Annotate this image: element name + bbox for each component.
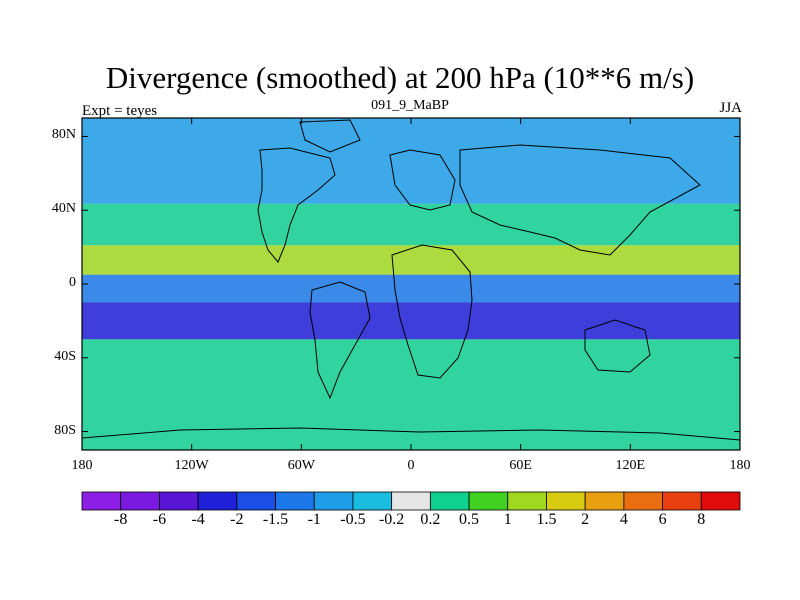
season-label: JJA: [719, 100, 742, 116]
europe-outline: [389, 149, 456, 211]
field-band: [82, 203, 740, 246]
colorbar-label: -2: [230, 511, 244, 528]
colorbar-swatch: [468, 491, 509, 511]
colorbar-swatch: [197, 491, 238, 511]
field-band: [82, 245, 740, 275]
field-band: [82, 118, 740, 204]
field-band: [82, 274, 740, 303]
greenland-outline: [299, 119, 361, 153]
australia-outline: [584, 319, 651, 373]
coastline-outlines: [82, 119, 740, 441]
north-america-outline: [257, 147, 336, 263]
colorbar-label: 8: [697, 511, 706, 528]
field-band: [82, 302, 740, 340]
colorbar-swatch: [546, 491, 586, 511]
chart-title: Divergence (smoothed) at 200 hPa (10**6 …: [105, 60, 695, 95]
colorbar-swatch: [120, 491, 160, 511]
colorbar-swatch: [159, 491, 199, 511]
colorbar-label: 4: [619, 511, 628, 528]
colorbar-swatch: [313, 491, 354, 511]
y-tick-label: 80N: [51, 127, 76, 143]
colorbar-label: 1: [503, 511, 512, 528]
map-area: [82, 118, 740, 450]
colorbar-label: 6: [658, 511, 667, 528]
africa-outline: [391, 244, 473, 379]
x-tick-label: 120E: [615, 458, 646, 473]
colorbar-swatch: [236, 491, 276, 511]
x-tick-label: 60W: [287, 458, 315, 473]
colorbar-swatch: [700, 491, 741, 511]
colorbar-label: -6: [152, 511, 167, 528]
colorbar-label: 2: [581, 511, 590, 528]
y-tick-label: 80S: [54, 422, 76, 438]
colorbar-swatch: [662, 491, 702, 511]
x-tick-label: 120W: [174, 458, 209, 473]
colorbar-label: 0.2: [420, 511, 441, 528]
colorbar-label: -1: [307, 511, 321, 528]
colorbar-swatch: [352, 491, 393, 511]
x-tick-label: 0: [407, 458, 415, 473]
colorbar-label: -4: [191, 511, 205, 528]
south-america-outline: [309, 281, 371, 400]
colorbar-swatch: [507, 491, 547, 511]
colorbar-swatch: [81, 491, 122, 511]
colorbar-swatch: [391, 491, 431, 511]
antarctica-outline: [82, 427, 740, 441]
colorbar-label: -1.5: [262, 511, 289, 528]
field-band: [82, 339, 740, 450]
colorbar-label: 1.5: [536, 511, 557, 528]
colorbar-label: 0.5: [459, 511, 480, 528]
x-tick-label: 60E: [509, 458, 532, 473]
y-tick-label: 0: [69, 275, 76, 290]
y-tick-label: 40N: [51, 201, 76, 217]
colorbar: [81, 491, 741, 511]
colorbar-swatch: [584, 491, 625, 511]
colorbar-swatch: [275, 491, 315, 511]
x-tick-label: 180: [729, 458, 751, 473]
colorbar-swatch: [623, 491, 663, 511]
x-tick-label: 180: [71, 458, 93, 473]
y-tick-label: 40S: [54, 348, 76, 364]
divergence-field: [82, 118, 740, 450]
experiment-label: Expt = teyes: [82, 103, 158, 119]
asia-outline: [459, 144, 701, 256]
colorbar-swatch: [429, 491, 470, 511]
run-id-label: 091_9_MaBP: [371, 98, 449, 113]
y-ticks: [82, 135, 740, 433]
colorbar-label: -0.2: [378, 511, 405, 528]
colorbar-label: -0.5: [340, 511, 366, 528]
x-ticks: [81, 118, 741, 450]
colorbar-label: -8: [114, 511, 128, 528]
